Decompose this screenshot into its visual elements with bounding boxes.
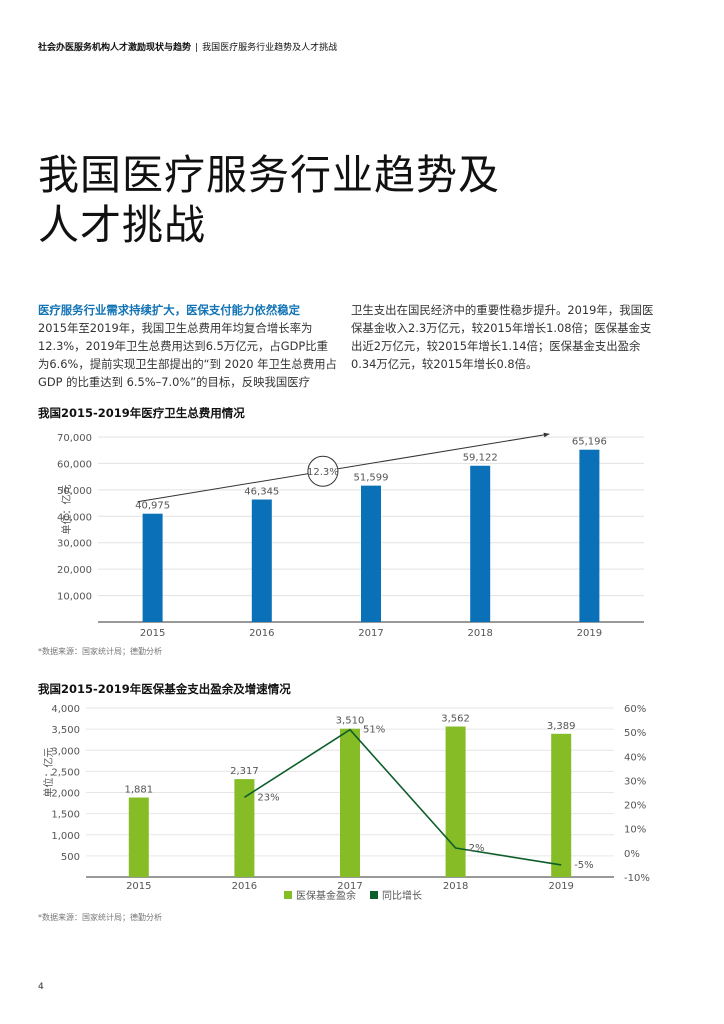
chart2-y2tick-label: 30%: [624, 776, 646, 787]
chart1-value-label: 65,196: [572, 437, 607, 448]
chart2-bar: [234, 779, 255, 877]
chart2-ytick-label: 1,000: [51, 831, 80, 842]
chart2-y2tick-label: 20%: [624, 801, 646, 812]
chart1-ytick-label: 50,000: [57, 486, 92, 497]
chart2-bar: [340, 728, 360, 877]
body-paragraph-right: 卫生支出在国民经济中的重要性稳步提升。2019年，我国医保基金收入2.3万亿元，…: [351, 303, 654, 371]
chart2-ytick-label: 2,500: [51, 767, 80, 778]
chart2-growth-line: [243, 728, 562, 866]
chart2-y2tick-label: 50%: [624, 728, 646, 739]
chart1-ytick-label: 70,000: [57, 433, 92, 444]
chart1-bar: [470, 465, 491, 622]
running-header: 社会办医服务机构人才激励现状与趋势 | 我国医疗服务行业趋势及人才挑战: [38, 40, 337, 53]
chart2-bar: [551, 733, 572, 877]
body-paragraph-left: 2015年至2019年，我国卫生总费用年均复合增长率为12.3%，2019年卫生…: [38, 321, 337, 389]
chart2-source: *数据来源：国家统计局；德勤分析: [38, 913, 162, 922]
chart1-bar: [142, 513, 163, 622]
chart2-y2tick-label: 10%: [624, 825, 646, 836]
chart1-y-axis-label: 单位：亿元: [60, 485, 73, 535]
chart2-x-tick-label: 2019: [548, 881, 573, 892]
chart2-growth-label: 2%: [469, 843, 485, 854]
page-title-line-2: 人才挑战: [38, 201, 206, 249]
chart2-growth-label: 51%: [363, 725, 385, 736]
section-title: 我国医疗服务行业趋势及人才挑战: [202, 43, 338, 53]
chart2-x-tick-label: 2018: [443, 881, 468, 892]
chart2-y2tick-label: 60%: [624, 704, 646, 715]
chart1-title: 我国2015-2019年医疗卫生总费用情况: [38, 406, 245, 420]
chart1-bar: [251, 499, 272, 622]
chart2-ytick-label: 4,000: [51, 704, 80, 715]
chart2-growth-label: 23%: [257, 792, 279, 803]
chart2-ytick-label: 2,000: [51, 789, 80, 800]
chart2-ytick-label: 1,500: [51, 810, 80, 821]
chart1-x-tick-label: 2016: [249, 628, 274, 639]
chart1-ytick-label: 60,000: [57, 459, 92, 470]
chart1-bar: [579, 449, 600, 622]
chart1-value-label: 46,345: [244, 487, 279, 498]
chart2-legend-swatch-growth: [370, 891, 378, 899]
chart1-x-tick-label: 2019: [577, 628, 602, 639]
chart2-legend-swatch-surplus: [284, 891, 292, 899]
chart1-cagr-label: 12.3%: [307, 467, 339, 478]
chart1-bar: [361, 485, 381, 622]
chart1-x-tick-label: 2018: [467, 628, 492, 639]
chart2-title: 我国2015-2019年医保基金支出盈余及增速情况: [38, 682, 291, 696]
chart2-x-tick-label: 2016: [232, 881, 257, 892]
chart1-value-label: 51,599: [354, 473, 389, 484]
chart1-trend-arrow-line: [137, 433, 550, 503]
chart2-y2tick-label: -10%: [624, 873, 650, 884]
header-separator: |: [195, 43, 199, 53]
chart2-x-tick-label: 2015: [126, 881, 151, 892]
chart2-y2tick-label: 40%: [624, 752, 646, 763]
chart2-ytick-label: 3,000: [51, 746, 80, 757]
chart2-ytick-label: 500: [61, 852, 80, 863]
section-subheading: 医疗服务行业需求持续扩大，医保支付能力依然稳定: [38, 303, 300, 317]
page-title-line-1: 我国医疗服务行业趋势及: [38, 151, 500, 199]
chart2-x-tick-label: 2017: [337, 881, 362, 892]
chart2-y2tick-label: 0%: [624, 849, 640, 860]
chart2-value-label: 3,510: [336, 716, 365, 727]
chart1-x-tick-label: 2017: [358, 628, 383, 639]
chart2-value-label: 3,389: [547, 721, 576, 732]
body-left-column: 医疗服务行业需求持续扩大，医保支付能力依然稳定 2015年至2019年，我国卫生…: [38, 301, 338, 391]
chart1-cagr-circle: [307, 455, 339, 487]
chart2-value-label: 1,881: [124, 785, 153, 796]
chart2-y-axis-label: 单位：亿元: [42, 748, 55, 798]
chart1-value-label: 40,975: [135, 501, 170, 512]
chart1-ytick-label: 20,000: [57, 565, 92, 576]
chart2-legend-label-growth: 同比增长: [382, 889, 422, 902]
chart1-x-tick-label: 2015: [140, 628, 165, 639]
chart2-value-label: 3,562: [441, 714, 470, 725]
chart2-value-label: 2,317: [230, 766, 259, 777]
chart1-trend-arrow-head: [543, 432, 550, 438]
chart2-growth-label: -5%: [574, 860, 593, 871]
body-right-column: 卫生支出在国民经济中的重要性稳步提升。2019年，我国医保基金收入2.3万亿元，…: [351, 301, 661, 373]
chart2-ytick-label: 3,500: [51, 725, 80, 736]
chart1-value-label: 59,122: [463, 453, 498, 464]
report-title: 社会办医服务机构人才激励现状与趋势: [38, 43, 192, 53]
insurance-fund-chart: 500 1,000 1,500 2,000 2,500 3,000 3,500 4,000 -1…: [42, 704, 650, 902]
page-number: 4: [38, 982, 44, 992]
page-title: 我国医疗服务行业趋势及 人才挑战: [38, 150, 500, 250]
chart2-bar: [128, 797, 149, 877]
chart2-bar: [445, 726, 466, 877]
health-expenditure-chart: 10,000 20,000 30,000 40,000 50,000 60,000 70,0…: [57, 432, 644, 639]
chart2-legend-label-surplus: 医保基金盈余: [296, 889, 356, 902]
chart1-ytick-label: 10,000: [57, 592, 92, 603]
chart1-source: *数据来源：国家统计局；德勤分析: [38, 647, 162, 656]
chart1-ytick-label: 30,000: [57, 539, 92, 550]
chart1-ytick-label: 40,000: [57, 512, 92, 523]
